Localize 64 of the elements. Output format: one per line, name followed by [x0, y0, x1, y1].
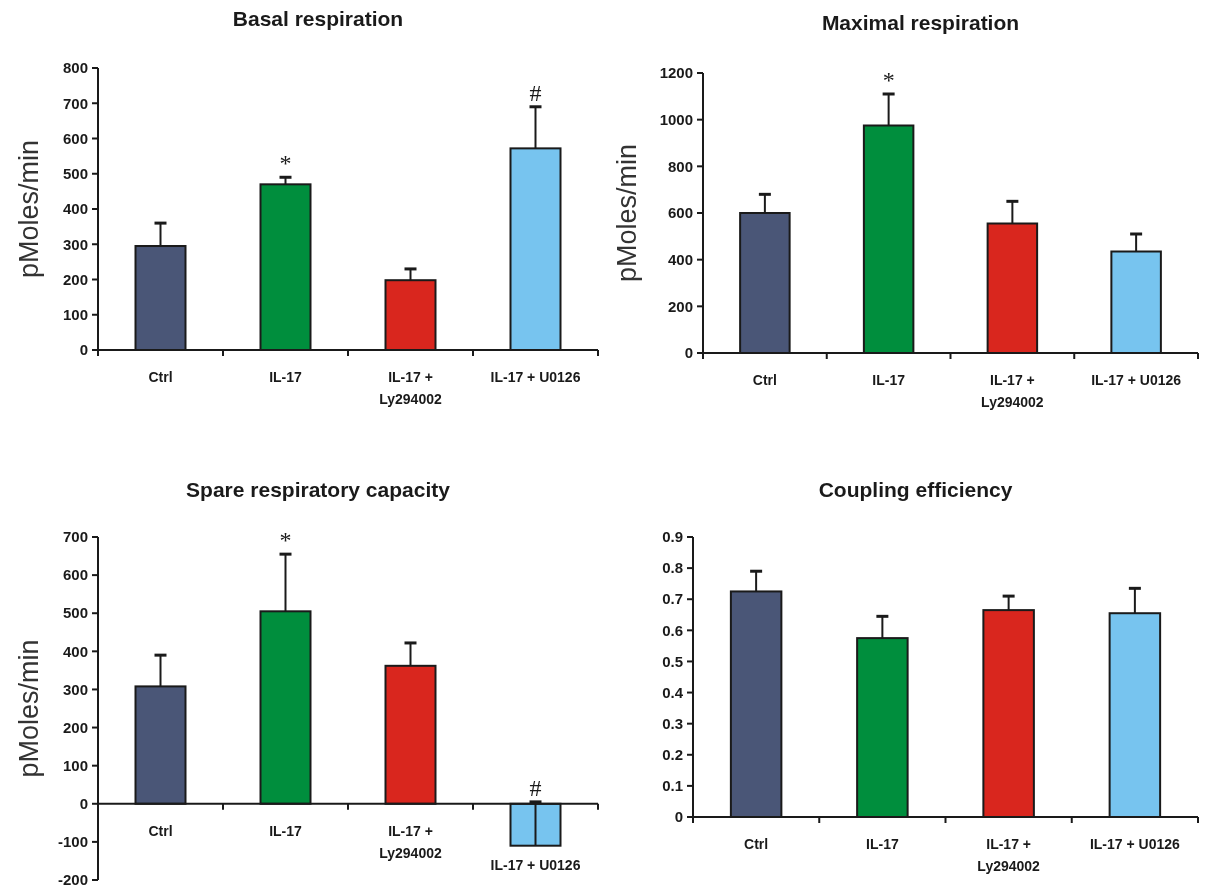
y-tick-label: 400: [667, 250, 693, 268]
y-tick-label: 200: [62, 270, 88, 288]
annotation: *: [279, 150, 292, 177]
x-tick-label: IL-17 + U0126: [490, 856, 581, 873]
x-tick-label: IL-17: [269, 369, 303, 385]
x-tick-label: IL-17 + Ly294002: [977, 836, 1041, 874]
y-tick-label: 200: [667, 297, 693, 315]
y-tick-label: 0.8: [662, 559, 683, 577]
y-tick-label: 0: [79, 341, 88, 359]
y-tick-label: 0.4: [662, 683, 684, 701]
x-tick-label: IL-17 + Ly294002: [379, 822, 442, 861]
x-tick-label: IL-17 + U0126: [1091, 372, 1182, 388]
y-tick-label: 700: [62, 94, 88, 112]
y-tick-label: -100: [57, 833, 88, 851]
y-axis-title: pMoles/min: [612, 143, 642, 283]
y-tick-label: 100: [62, 756, 88, 774]
y-tick-label: 300: [62, 680, 88, 698]
annotation: *: [882, 67, 895, 93]
chart-title: Basal respiration: [232, 7, 404, 30]
x-tick-label: IL-17 + U0126: [1089, 836, 1181, 852]
y-tick-label: 400: [62, 642, 88, 660]
y-tick-label: 500: [62, 165, 88, 182]
y-tick-label: 600: [62, 566, 88, 584]
y-tick-label: 0.1: [662, 777, 683, 795]
x-tick-label: Ctrl: [744, 836, 769, 852]
y-tick-label: 500: [62, 604, 88, 622]
y-tick-label: 0.5: [662, 652, 683, 670]
y-tick-label: 0.2: [662, 746, 683, 764]
annotation: *: [279, 527, 292, 554]
y-tick-label: 1200: [659, 64, 693, 82]
x-tick-label: IL-17 + U0126: [490, 369, 581, 385]
x-tick-label: IL-17: [872, 372, 906, 388]
y-tick-label: 700: [62, 528, 88, 546]
y-tick-label: 0.3: [662, 714, 683, 732]
y-tick-label: 800: [62, 59, 88, 77]
y-tick-label: 100: [62, 306, 88, 323]
x-tick-label: Ctrl: [752, 372, 777, 388]
x-tick-label: IL-17: [866, 836, 899, 852]
y-tick-label: 600: [667, 204, 693, 222]
x-tick-label: IL-17: [269, 822, 303, 839]
x-tick-label: IL-17 + Ly294002: [379, 369, 442, 407]
y-tick-label: 0.9: [662, 528, 683, 546]
x-tick-label: Ctrl: [148, 822, 173, 839]
x-tick-label: Ctrl: [148, 369, 173, 385]
y-tick-label: 600: [62, 129, 88, 147]
y-tick-label: 0: [674, 808, 683, 826]
y-tick-label: 1000: [659, 110, 693, 128]
y-tick-label: 200: [62, 718, 88, 736]
y-tick-label: 400: [62, 200, 88, 218]
y-tick-label: 0.6: [662, 621, 683, 639]
y-axis-title: pMoles/min: [14, 639, 44, 778]
y-tick-label: 0: [684, 344, 693, 362]
chart-title: Maximal respiration: [821, 11, 1020, 34]
y-tick-label: 800: [667, 157, 693, 175]
annotation: #: [529, 79, 542, 106]
y-tick-label: 0: [79, 795, 88, 813]
y-axis-title: pMoles/min: [14, 139, 44, 279]
annotation: #: [529, 774, 542, 801]
chart-title: Spare respiratory capacity: [186, 478, 451, 501]
y-tick-label: 300: [62, 235, 88, 253]
y-tick-label: -200: [57, 871, 88, 888]
chart-title: Coupling efficiency: [818, 478, 1013, 501]
x-tick-label: IL-17 + Ly294002: [981, 372, 1044, 410]
y-tick-label: 0.7: [662, 590, 683, 608]
